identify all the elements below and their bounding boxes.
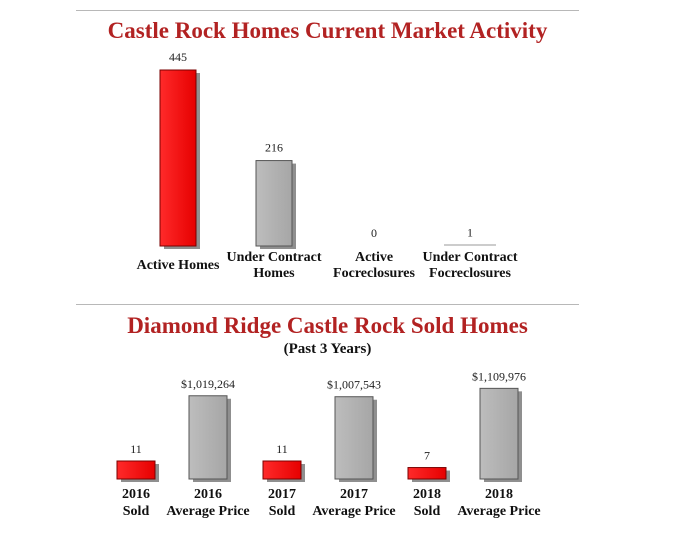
bar-1 [255, 160, 293, 247]
bar-3 [334, 396, 374, 480]
value-label-3: $1,007,543 [327, 378, 381, 392]
category-label-2-1: Sold [269, 504, 296, 519]
bar-4 [407, 467, 447, 480]
value-label-1: $1,019,264 [181, 377, 235, 391]
value-label-2: 0 [371, 226, 377, 240]
category-label-1-1: Average Price [166, 504, 249, 519]
category-label-0-0: 2016 [122, 487, 150, 502]
middle-divider [76, 304, 579, 305]
value-label-3: 1 [467, 226, 473, 240]
value-label-5: $1,109,976 [472, 369, 526, 383]
category-label-1-1: Homes [253, 266, 295, 281]
value-label-4: 7 [424, 449, 430, 463]
category-label-2-1: Focreclosures [333, 266, 415, 281]
chart1-title: Castle Rock Homes Current Market Activit… [107, 18, 548, 43]
category-label-4-1: Sold [414, 504, 441, 519]
category-label-0-1: Sold [123, 504, 150, 519]
value-label-0: 445 [169, 50, 187, 64]
top-divider [76, 10, 579, 11]
chart2-title: Diamond Ridge Castle Rock Sold Homes [127, 313, 528, 338]
category-label-5-1: Average Price [457, 504, 540, 519]
category-label-2-0: 2017 [268, 487, 296, 502]
category-label-1-0: Under Contract [226, 250, 321, 265]
category-label-3-1: Average Price [312, 504, 395, 519]
value-label-0: 11 [130, 442, 142, 456]
bar-5 [479, 387, 519, 480]
bar-1 [188, 395, 228, 480]
category-label-0-0: Active Homes [137, 258, 220, 273]
bar-0 [159, 69, 197, 247]
category-label-3-0: Under Contract [422, 250, 517, 265]
value-label-1: 216 [265, 141, 283, 155]
bar-2 [262, 460, 302, 480]
category-label-3-0: 2017 [340, 487, 368, 502]
category-label-4-0: 2018 [413, 487, 441, 502]
category-label-1-0: 2016 [194, 487, 222, 502]
value-label-2: 11 [276, 442, 288, 456]
category-label-3-1: Focreclosures [429, 266, 511, 281]
category-label-5-0: 2018 [485, 487, 513, 502]
chart2-subtitle: (Past 3 Years) [283, 341, 372, 357]
bar-0 [116, 460, 156, 480]
category-label-2-0: Active [355, 250, 393, 265]
